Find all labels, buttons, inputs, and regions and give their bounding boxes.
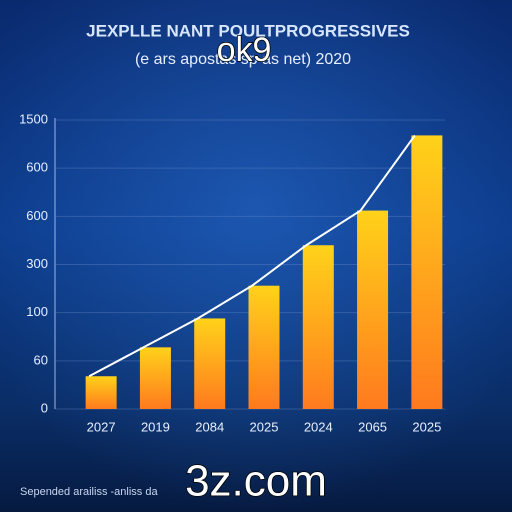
bar: [302, 245, 334, 409]
watermark: ok9: [217, 31, 272, 69]
x-tick-label: 2065: [358, 419, 387, 434]
watermark: 3z.com: [185, 457, 327, 506]
x-tick-label: 2024: [304, 419, 333, 434]
bar: [411, 135, 443, 409]
bar: [357, 210, 389, 409]
y-tick-label: 0: [41, 400, 48, 415]
chart-subtitle: (e ars apostas sp as net) 2020: [135, 51, 351, 68]
y-tick-label: 60: [34, 352, 48, 367]
y-tick-label: 600: [26, 208, 48, 223]
plot: 0 60 100 300 600 600 1500 2027 2019 2084 2025 2024 2…: [19, 111, 445, 434]
bar: [194, 318, 226, 409]
y-tick-label: 600: [26, 160, 48, 175]
y-tick-label: 1500: [19, 111, 48, 126]
bar: [85, 376, 117, 409]
bar: [139, 347, 171, 409]
x-tick-label: 2019: [141, 419, 170, 434]
x-tick-label: 2027: [87, 419, 116, 434]
x-tick-label: 2025: [412, 419, 441, 434]
footnote: Sepended arailiss -anliss da: [20, 486, 158, 498]
x-tick-label: 2025: [250, 419, 279, 434]
trend-line: [88, 134, 416, 378]
x-tick-label: 2084: [195, 419, 224, 434]
y-tick-label: 100: [26, 304, 48, 319]
bar: [248, 285, 280, 409]
y-tick-label: 300: [26, 256, 48, 271]
chart-title: JEXPLLE NANT POULTPROGRESSIVES: [86, 21, 410, 40]
